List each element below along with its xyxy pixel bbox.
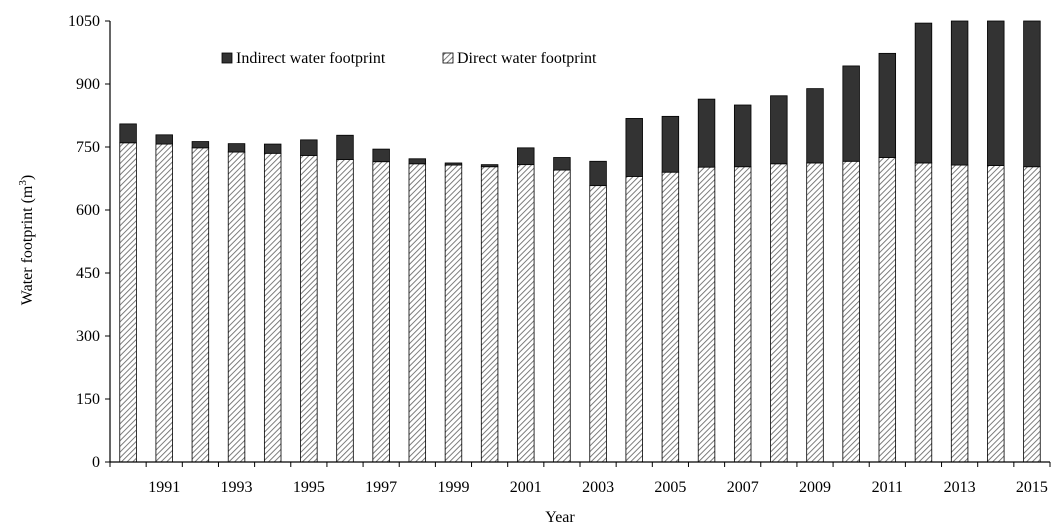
x-tick-label-2007: 2007 <box>727 479 759 496</box>
bar-direct-2000 <box>480 166 499 463</box>
x-tick-label-2015: 2015 <box>1016 479 1048 496</box>
bar-direct-2009 <box>806 162 824 463</box>
bar-indirect-2005 <box>661 115 680 173</box>
bar-indirect-2015 <box>1023 20 1041 168</box>
bar-direct-2010 <box>842 160 860 463</box>
bar-direct-1999 <box>444 164 463 463</box>
y-axis-title: Water footprint (m3) <box>17 175 36 305</box>
y-tick-label-150: 150 <box>76 391 100 408</box>
bar-indirect-2001 <box>517 147 535 166</box>
bar-indirect-2006 <box>697 98 716 168</box>
bar-direct-2013 <box>950 164 969 463</box>
x-tick-label-2013: 2013 <box>944 479 976 496</box>
bar-direct-1993 <box>227 151 246 463</box>
bar-indirect-1993 <box>227 143 246 153</box>
bar-indirect-2014 <box>987 20 1005 166</box>
bar-indirect-1996 <box>336 134 354 161</box>
bar-direct-1996 <box>336 159 354 463</box>
legend-item-indirect: Indirect water footprint <box>221 50 386 67</box>
y-axis-title-superscript: 3 <box>17 180 29 186</box>
x-tick-label-1991: 1991 <box>148 479 180 496</box>
x-tick-label-2011: 2011 <box>872 479 903 496</box>
bar-direct-1992 <box>191 147 210 463</box>
bars <box>119 20 1041 463</box>
x-tick-label-2009: 2009 <box>799 479 831 496</box>
y-axis-title-main: Water footprint (m <box>19 185 36 305</box>
y-axis: 0 150 300 450 600 750 900 1050 <box>68 13 111 471</box>
bar-direct-2001 <box>517 164 535 463</box>
bar-direct-2002 <box>553 169 571 463</box>
bar-direct-1998 <box>408 163 427 463</box>
bar-indirect-2009 <box>806 88 824 164</box>
bar-direct-2004 <box>625 175 643 463</box>
legend-label-indirect: Indirect water footprint <box>236 50 386 67</box>
bar-direct-2003 <box>589 185 607 463</box>
bar-indirect-2007 <box>733 104 752 168</box>
bar-direct-2012 <box>914 162 933 463</box>
bar-direct-2008 <box>770 163 788 463</box>
bar-indirect-2011 <box>878 52 897 158</box>
y-tick-label-900: 900 <box>76 76 100 93</box>
bar-direct-1995 <box>300 154 318 463</box>
y-tick-label-600: 600 <box>76 202 100 219</box>
y-tick-label-300: 300 <box>76 328 100 345</box>
bar-indirect-1994 <box>263 143 282 154</box>
bar-indirect-2003 <box>589 160 607 187</box>
bar-indirect-2010 <box>842 65 860 162</box>
y-tick-label-750: 750 <box>76 139 100 156</box>
legend-swatch-direct <box>442 52 454 64</box>
bar-indirect-1997 <box>372 148 390 163</box>
bar-indirect-1991 <box>155 134 173 145</box>
bar-direct-1994 <box>263 152 282 463</box>
x-tick-label-2001: 2001 <box>510 479 542 496</box>
y-axis-title-suffix: ) <box>19 175 36 180</box>
bar-indirect-2012 <box>914 22 933 164</box>
bar-indirect-2004 <box>625 118 643 177</box>
x-tick-label-1999: 1999 <box>437 479 469 496</box>
x-axis-title: Year <box>545 509 575 526</box>
bar-direct-2014 <box>987 165 1005 463</box>
bar-direct-2011 <box>878 157 897 463</box>
y-tick-label-1050: 1050 <box>68 13 100 30</box>
bar-indirect-2000 <box>480 164 499 168</box>
y-tick-label-450: 450 <box>76 265 100 282</box>
bar-direct-1991 <box>155 143 173 463</box>
x-tick-label-2005: 2005 <box>654 479 686 496</box>
bar-direct-2005 <box>661 171 680 463</box>
bar-indirect-2008 <box>770 95 788 165</box>
bar-direct-1997 <box>372 161 390 463</box>
x-tick-label-1993: 1993 <box>221 479 253 496</box>
legend-label-direct: Direct water footprint <box>457 50 597 67</box>
x-tick-label-1995: 1995 <box>293 479 325 496</box>
legend-item-direct: Direct water footprint <box>442 50 597 67</box>
bar-indirect-1999 <box>444 162 463 166</box>
bar-indirect-1990 <box>119 123 137 144</box>
bar-indirect-1995 <box>300 139 318 156</box>
bar-indirect-2013 <box>950 20 969 166</box>
bar-direct-2007 <box>733 166 752 463</box>
x-tick-label-1997: 1997 <box>365 479 397 496</box>
bar-direct-2015 <box>1023 166 1041 463</box>
bar-direct-1990 <box>119 142 137 463</box>
legend: Indirect water footprint Direct water fo… <box>221 50 597 67</box>
x-tick-label-2003: 2003 <box>582 479 614 496</box>
legend-swatch-indirect <box>221 52 233 64</box>
x-axis: 1991 1993 1995 1997 1999 2001 2003 2005 2007 2009… <box>109 461 1051 496</box>
bar-indirect-1992 <box>191 141 210 149</box>
bar-direct-2006 <box>697 166 716 463</box>
y-tick-label-0: 0 <box>92 454 100 471</box>
bar-indirect-2002 <box>553 157 571 171</box>
bar-indirect-1998 <box>408 158 427 165</box>
